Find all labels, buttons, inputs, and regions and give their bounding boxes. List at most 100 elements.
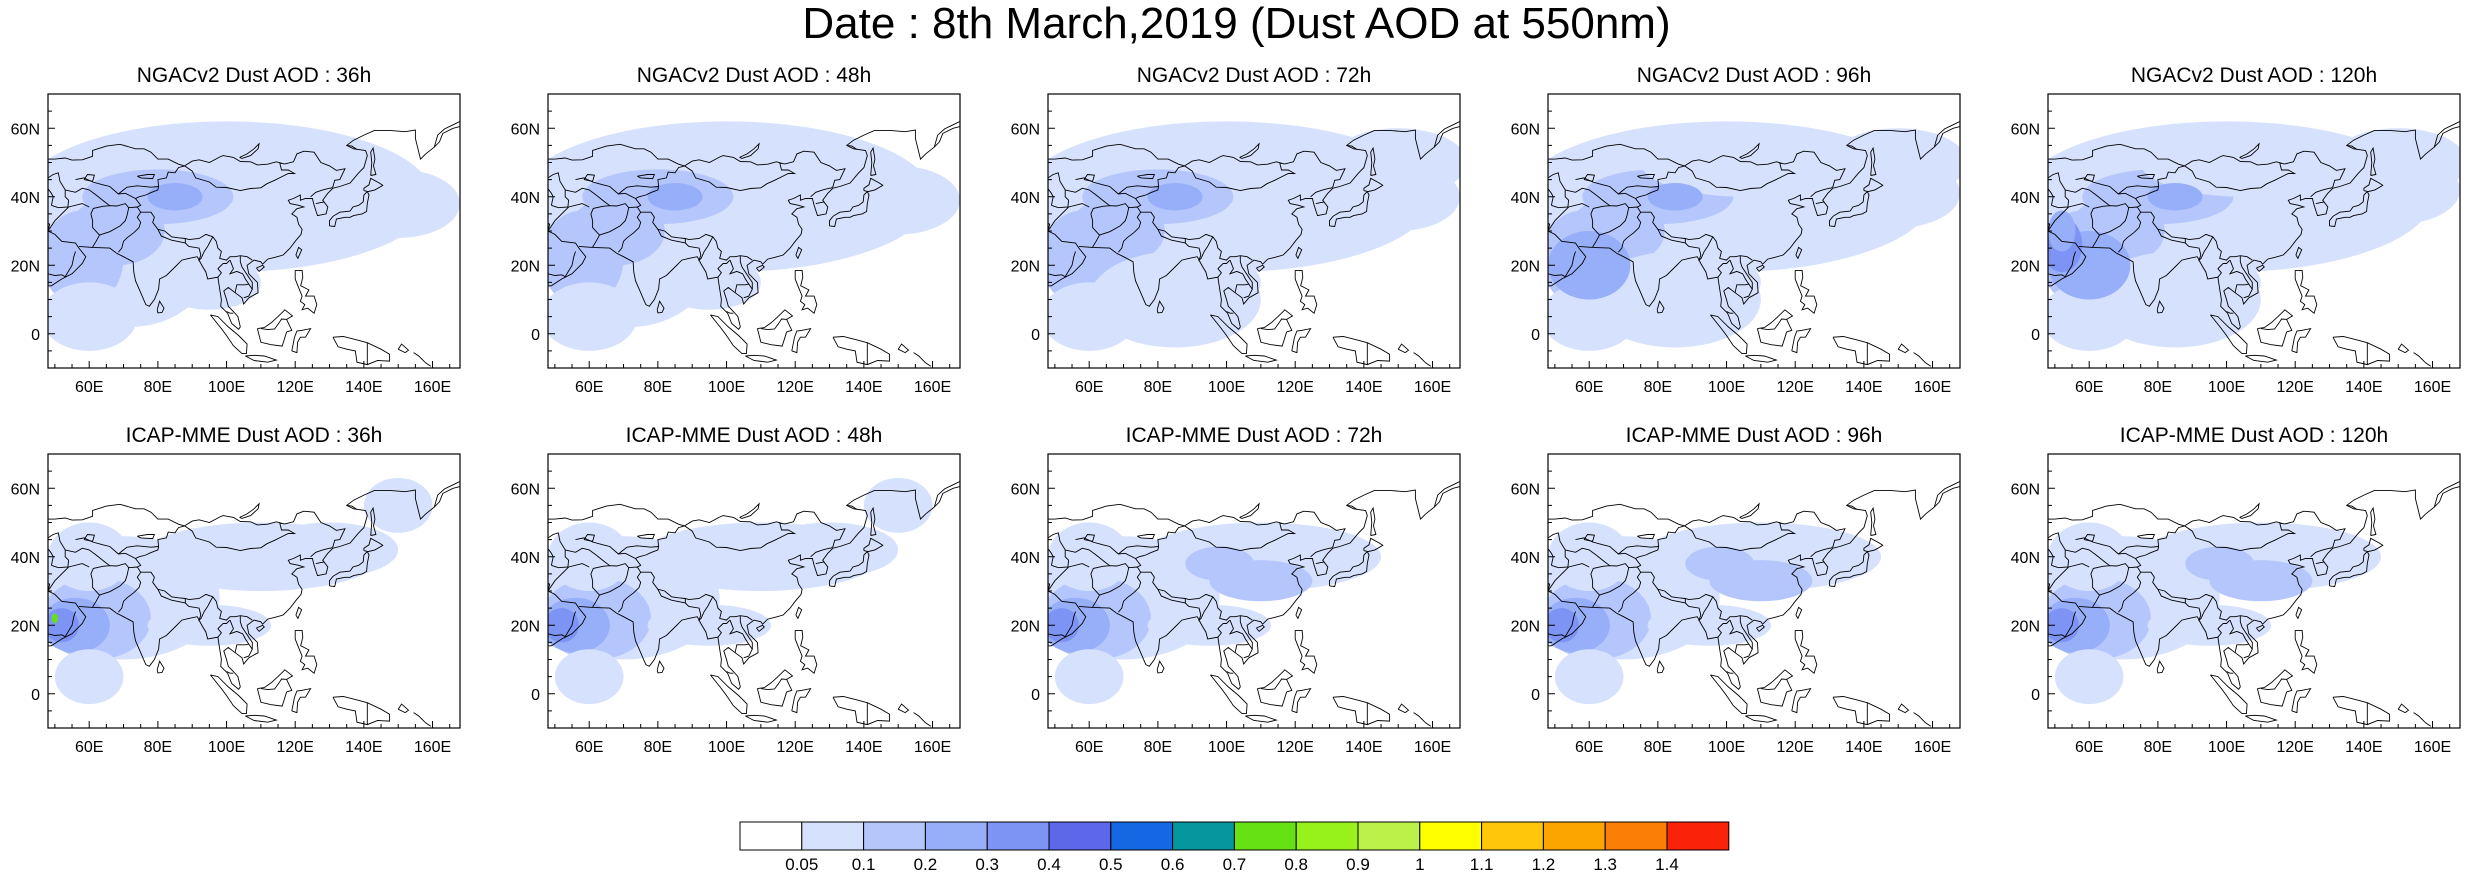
- map-line: [2217, 619, 2231, 638]
- lon-tick-label: 80E: [144, 379, 172, 396]
- map-panel-ngac-72h: NGACv2 Dust AOD : 72h 60E 80E 100E 120E 140E 1…: [1011, 64, 1464, 408]
- map-line: [2048, 563, 2090, 592]
- lon-tick-label: 140E: [1345, 739, 1382, 756]
- map-line: [1065, 187, 1111, 207]
- colorbar-label: 0.2: [914, 855, 938, 874]
- map-line: [1548, 251, 1576, 278]
- map-line: [575, 537, 636, 559]
- map-line: [2256, 309, 2294, 347]
- map-line: [829, 190, 870, 227]
- map-line: [1913, 712, 1932, 727]
- map-line: [2118, 545, 2159, 555]
- map-line: [1332, 696, 1391, 726]
- map-line: [1118, 545, 1159, 555]
- map-line: [2243, 283, 2253, 299]
- panel-title: NGACv2 Dust AOD : 120h: [2130, 64, 2378, 87]
- map-line: [256, 669, 294, 707]
- map-plot: 60E 80E 100E 120E 140E 160E 60N 40N 20N 0: [2011, 453, 2461, 756]
- map-line: [217, 259, 231, 278]
- map-line: [2332, 696, 2391, 726]
- map-line: [2315, 561, 2325, 565]
- map-line: [829, 550, 870, 587]
- map-line: [2239, 502, 2260, 519]
- panel-title: ICAP-MME Dust AOD : 96h: [1625, 424, 1883, 447]
- map-line: [684, 236, 714, 262]
- map-line: [210, 674, 248, 715]
- map-line: [1726, 311, 1734, 314]
- map-line: [1048, 230, 1087, 287]
- map-line: [1346, 144, 1358, 150]
- lat-tick-label: 0: [1531, 687, 1540, 704]
- map-line: [2048, 251, 2076, 278]
- map-line: [1684, 510, 1846, 552]
- aod-region: [1829, 128, 1960, 197]
- aod-region: [2054, 649, 2124, 705]
- map-line: [1870, 506, 1877, 536]
- aod-region: [548, 282, 638, 351]
- map-line: [2210, 314, 2248, 355]
- map-line: [2413, 352, 2432, 367]
- map-line: [1363, 177, 1384, 193]
- map-line: [1863, 537, 1884, 553]
- lon-tick-label: 160E: [914, 379, 951, 396]
- aod-field: [548, 477, 933, 705]
- map-line: [578, 126, 960, 330]
- map-line: [48, 590, 87, 647]
- map-line: [1684, 596, 1714, 622]
- panel-title: ICAP-MME Dust AOD : 36h: [125, 424, 383, 447]
- map-line: [1243, 283, 1253, 299]
- map-plot: 60E 80E 100E 120E 140E 160E 60N 40N 20N 0: [1511, 93, 1961, 396]
- map-line: [2134, 165, 2185, 208]
- map-plot: 60E 80E 100E 120E 140E 160E 60N 40N 20N 0: [1511, 453, 1961, 756]
- map-line: [2099, 207, 2130, 236]
- map-line: [1933, 480, 1960, 508]
- lon-tick-label: 80E: [1644, 739, 1672, 756]
- aod-region: [157, 254, 261, 310]
- map-line: [1743, 283, 1753, 299]
- map-line: [48, 563, 90, 592]
- aod-field: [48, 121, 460, 351]
- map-line: [897, 703, 910, 714]
- map-line: [210, 314, 248, 355]
- map-line: [2260, 318, 2287, 331]
- map-line: [48, 583, 51, 592]
- colorbar-label: 1.1: [1470, 855, 1494, 874]
- map-line: [413, 352, 432, 367]
- map-line: [548, 223, 551, 232]
- map-line: [156, 300, 165, 314]
- map-plot: 60E 80E 100E 120E 140E 160E 60N 40N 20N 0: [511, 93, 961, 396]
- colorbar-swatch: [1481, 821, 1544, 851]
- map-line: [1315, 201, 1325, 205]
- lon-tick-label: 120E: [1277, 739, 1314, 756]
- map-line: [2075, 177, 2136, 199]
- map-panel-ngac-36h: NGACv2 Dust AOD : 36h 60E 80E 100E 120E 140E 1…: [11, 64, 464, 408]
- map-line: [684, 596, 714, 622]
- map-line: [243, 283, 253, 299]
- map-line: [48, 223, 51, 232]
- map-line: [1634, 525, 1685, 568]
- lon-tick-label: 160E: [1414, 379, 1451, 396]
- map-line: [794, 629, 818, 674]
- aod-field: [1548, 121, 1960, 351]
- map-line: [2291, 687, 2312, 714]
- map-panel-icap-72h: ICAP-MME Dust AOD : 72h 60E 80E 100E 120E 140…: [1011, 424, 1464, 768]
- map-line: [2065, 547, 2111, 567]
- map-line: [1791, 687, 1812, 714]
- map-line: [1575, 177, 1636, 199]
- map-line: [2048, 611, 2076, 638]
- map-line: [1795, 246, 1803, 260]
- map-line: [1239, 502, 1260, 519]
- map-line: [548, 172, 570, 209]
- map-line: [1315, 561, 1325, 565]
- lat-tick-label: 20N: [2011, 618, 2040, 635]
- map-plot: 60E 80E 100E 120E 140E 160E 60N 40N 20N 0: [511, 453, 961, 756]
- lon-tick-label: 140E: [845, 379, 882, 396]
- map-line: [1184, 150, 1346, 192]
- map-line: [1346, 504, 1358, 510]
- map-line: [2346, 144, 2358, 150]
- map-line: [548, 563, 590, 592]
- aod-region: [554, 649, 624, 705]
- map-line: [710, 314, 748, 355]
- map-line: [1228, 619, 1250, 653]
- map-line: [329, 550, 370, 587]
